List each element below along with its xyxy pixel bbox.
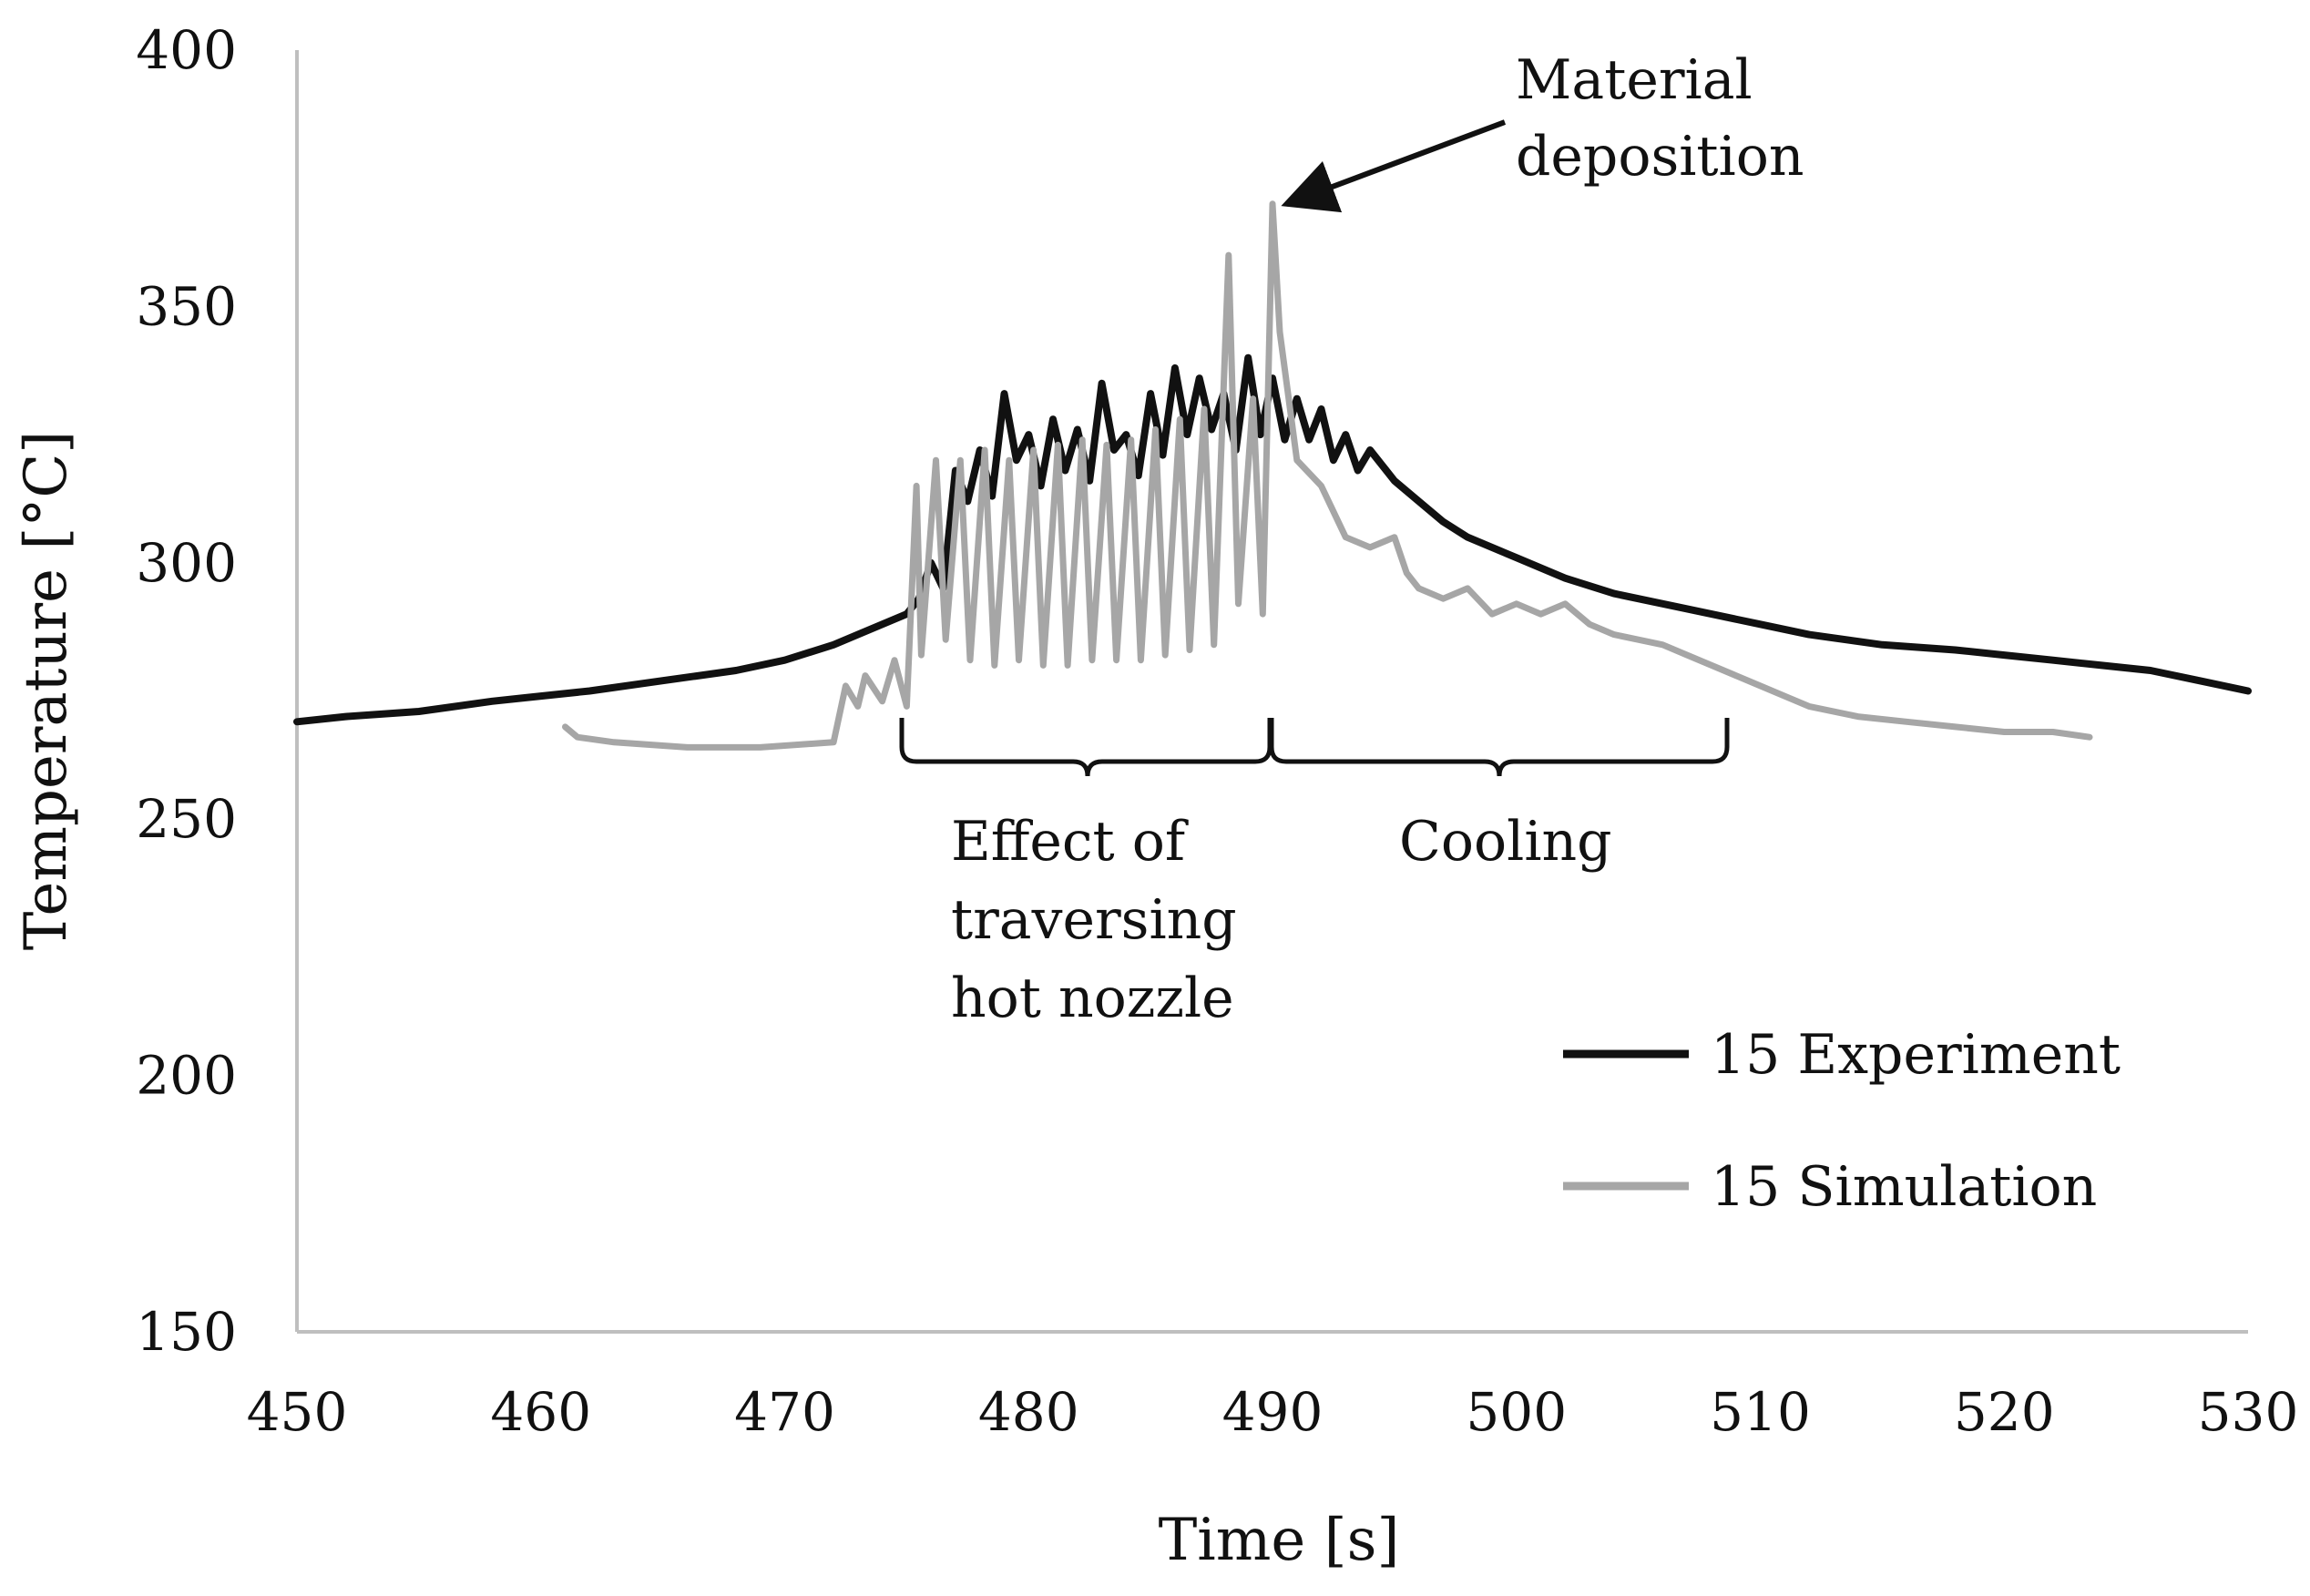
x-tick-labels: 450 460 470 480 490 500 510 520 530 — [247, 1381, 2299, 1443]
annotation-cooling: Cooling — [1399, 810, 1612, 874]
x-tick-label: 490 — [1222, 1381, 1324, 1443]
y-tick-label: 150 — [136, 1301, 237, 1363]
annotation-effect-line1: Effect of — [951, 810, 1189, 874]
series-line-15-simulation — [562, 200, 2093, 751]
x-tick-label: 500 — [1466, 1381, 1567, 1443]
cooling-brace — [1269, 718, 1730, 777]
annotation-material: Material — [1516, 48, 1753, 112]
annotation-deposition: deposition — [1516, 125, 1804, 189]
legend: 15 Experiment 15 Simulation — [1563, 1023, 2121, 1219]
y-tick-label: 200 — [136, 1045, 237, 1107]
material-deposition-arrow — [1281, 119, 1507, 213]
y-tick-label: 400 — [136, 19, 237, 81]
series-line-15-experiment — [293, 353, 2252, 726]
y-tick-label: 300 — [136, 532, 237, 594]
x-tick-label: 510 — [1710, 1381, 1811, 1443]
y-axis-title: Temperature [°C] — [13, 431, 80, 951]
x-tick-label: 450 — [247, 1381, 348, 1443]
y-tick-labels: 150 200 250 300 350 400 — [136, 19, 237, 1363]
x-tick-label: 480 — [978, 1381, 1079, 1443]
legend-label-simulation: 15 Simulation — [1711, 1155, 2097, 1219]
legend-label-experiment: 15 Experiment — [1711, 1023, 2121, 1087]
x-tick-label: 520 — [1954, 1381, 2055, 1443]
x-axis-title: Time [s] — [1159, 1507, 1400, 1574]
x-tick-label: 530 — [2198, 1381, 2299, 1443]
annotation-effect-line3: hot nozzle — [951, 967, 1234, 1030]
annotation-effect-line2: traversing — [951, 888, 1237, 952]
x-tick-label: 460 — [490, 1381, 591, 1443]
x-tick-label: 470 — [734, 1381, 835, 1443]
effect-brace — [899, 718, 1273, 777]
y-tick-label: 350 — [136, 275, 237, 337]
y-tick-label: 250 — [136, 788, 237, 850]
